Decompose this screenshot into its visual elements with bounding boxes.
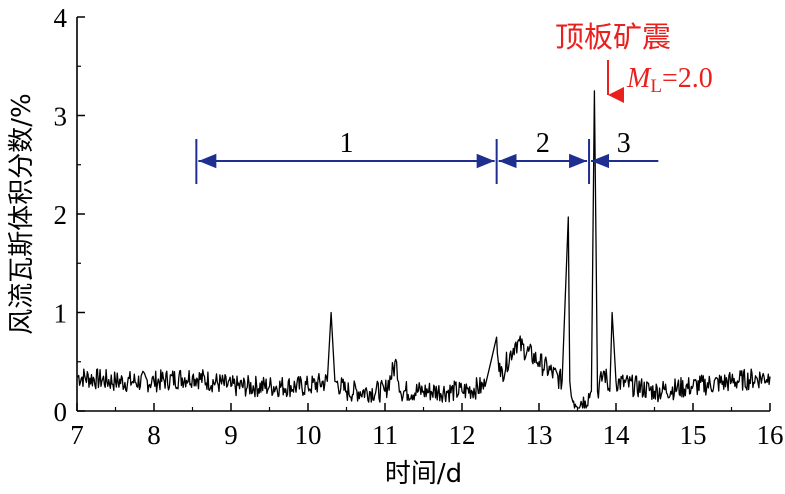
x-tick-label: 9 [224, 420, 238, 450]
annotations: 顶板矿震 ML=2.0 [555, 20, 713, 103]
plot-area [76, 90, 771, 409]
phase-markers: 1 2 3 [195, 128, 659, 184]
y-tick-label: 1 [54, 299, 68, 329]
x-tick-label: 14 [603, 420, 631, 450]
x-tick-label: 8 [147, 420, 161, 450]
y-tick-label: 4 [54, 3, 68, 33]
phase-label-3: 3 [617, 128, 631, 159]
y-tick-label: 2 [54, 200, 68, 230]
y-axis-label: 风流瓦斯体积分数/% [7, 93, 37, 334]
x-tick-label: 11 [372, 420, 398, 450]
x-tick-label: 16 [757, 420, 784, 450]
x-tick-label: 7 [70, 420, 84, 450]
y-tick-label: 0 [54, 397, 68, 427]
phase-label-2: 2 [536, 128, 550, 159]
phase-label-1: 1 [340, 128, 354, 159]
x-tick-label: 12 [449, 420, 476, 450]
x-tick-label: 15 [680, 420, 707, 450]
x-axis-label: 时间/d [385, 459, 462, 489]
y-tick-label: 3 [54, 102, 68, 132]
series-line [76, 90, 771, 409]
annotation-magnitude: ML=2.0 [626, 63, 713, 97]
x-tick-label: 10 [295, 420, 322, 450]
annotation-event-label: 顶板矿震 [555, 20, 671, 54]
x-tick-label: 13 [526, 420, 553, 450]
